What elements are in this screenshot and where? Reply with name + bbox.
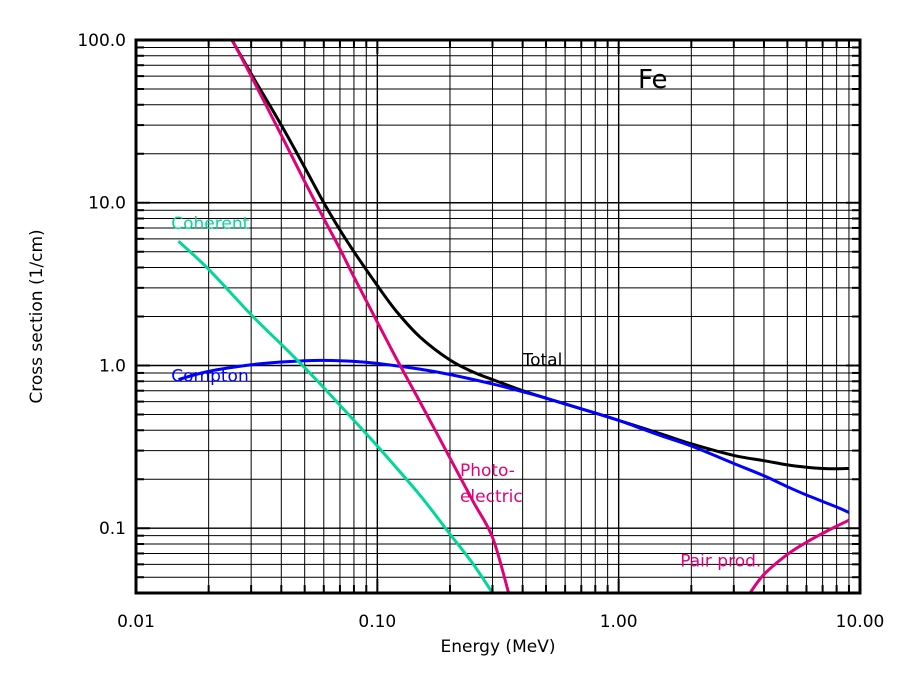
- x-tick-label: 0.10: [358, 612, 396, 632]
- annotation-compton: Compton: [171, 366, 248, 386]
- y-tick-label: 1.0: [99, 356, 126, 376]
- grid: [135, 39, 861, 594]
- annotation-electric: electric: [460, 487, 523, 507]
- x-axis-title: Energy (MeV): [441, 637, 556, 657]
- annotation-pair-prod: Pair prod.: [680, 552, 761, 572]
- series-line-compton: [178, 358, 850, 514]
- y-axis-title: Cross section (1/cm): [27, 229, 47, 403]
- y-tick-label: 100.0: [77, 31, 126, 51]
- annotation-total: Total: [522, 350, 563, 370]
- series-line-pair-prod: [748, 518, 850, 593]
- axis-ticks: [135, 39, 861, 594]
- annotation-coherent: Coherent: [171, 214, 249, 234]
- series-layer: [177, 40, 850, 593]
- annotation-photo: Photo-: [460, 461, 515, 481]
- tick-labels: 0.01 0.10 1.00 10.00 0.1 1.0 10.0 100.0: [77, 31, 884, 632]
- series-line-photo-electric: [230, 40, 511, 593]
- y-tick-label: 10.0: [88, 194, 126, 214]
- y-tick-label: 0.1: [99, 519, 126, 539]
- annotations: Total Compton Coherent Photo-electric Pair p…: [171, 214, 761, 572]
- x-tick-label: 1.00: [600, 612, 638, 632]
- x-tick-label: 10.00: [836, 612, 885, 632]
- x-tick-label: 0.01: [117, 612, 155, 632]
- series-line-coherent: [177, 240, 494, 593]
- element-label: Fe: [638, 65, 668, 95]
